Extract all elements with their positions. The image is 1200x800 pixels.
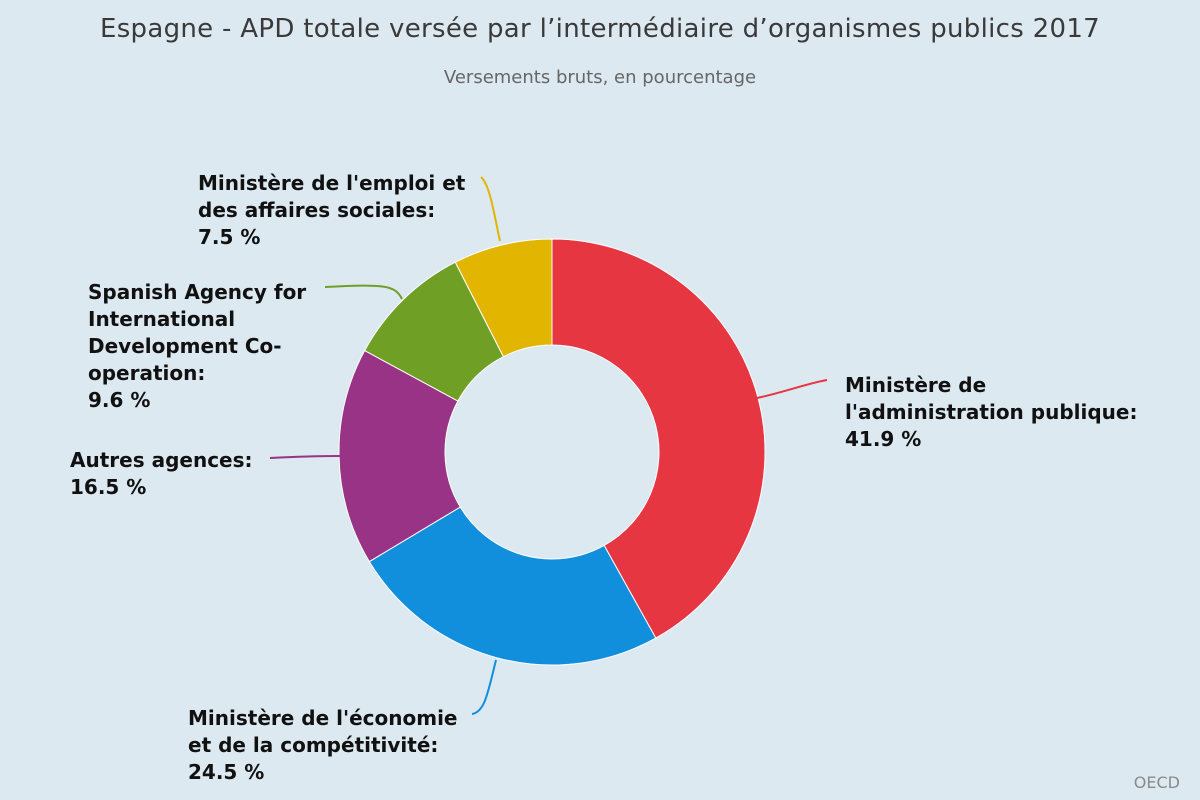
donut-slice[interactable] bbox=[368, 506, 657, 666]
leader-line bbox=[324, 284, 403, 300]
leader-line bbox=[480, 176, 501, 242]
donut-slice[interactable] bbox=[338, 349, 461, 563]
leader-line bbox=[269, 455, 341, 459]
slice-label-line: 24.5 % bbox=[188, 760, 265, 784]
leader-lines-layer bbox=[269, 176, 828, 715]
slice-label-line: Spanish Agency for bbox=[88, 280, 307, 304]
slice-label: Ministère de l'administration publique: 41… bbox=[845, 372, 1137, 453]
leader-line bbox=[756, 379, 828, 399]
source-credit: OECD bbox=[1133, 773, 1180, 792]
slice-label-line: Ministère de l'emploi et bbox=[198, 171, 466, 195]
slice-label-line: Ministère de bbox=[845, 373, 987, 397]
donut-slice[interactable] bbox=[454, 238, 553, 358]
slice-label: Ministère de l'économie et de la compétit… bbox=[188, 705, 458, 786]
slice-label: Autres agences: 16.5 % bbox=[70, 447, 253, 501]
slice-label: Ministère de l'emploi et des affaires soc… bbox=[198, 170, 465, 251]
slice-label-line: 7.5 % bbox=[198, 225, 261, 249]
leader-line bbox=[471, 659, 497, 715]
slice-label: Spanish Agency for International Developme… bbox=[88, 279, 306, 414]
slices-layer bbox=[338, 238, 766, 666]
slice-label-line: Development Co- bbox=[88, 334, 282, 358]
slice-label-line: operation: bbox=[88, 361, 206, 385]
slice-label-line: 16.5 % bbox=[70, 475, 147, 499]
slice-label-line: et de la compétitivité: bbox=[188, 733, 439, 757]
slice-label-line: 9.6 % bbox=[88, 388, 151, 412]
slice-label-line: Ministère de l'économie bbox=[188, 706, 458, 730]
donut-slice[interactable] bbox=[551, 238, 766, 639]
slice-label-line: l'administration publique: bbox=[845, 400, 1138, 424]
slice-label-line: 41.9 % bbox=[845, 427, 922, 451]
slice-label-line: International bbox=[88, 307, 236, 331]
slice-label-line: Autres agences: bbox=[70, 448, 253, 472]
slice-label-line: des affaires sociales: bbox=[198, 198, 436, 222]
chart-title: Espagne - APD totale versée par l’interm… bbox=[99, 14, 1101, 44]
chart-subtitle: Versements bruts, en pourcentage bbox=[443, 67, 757, 88]
